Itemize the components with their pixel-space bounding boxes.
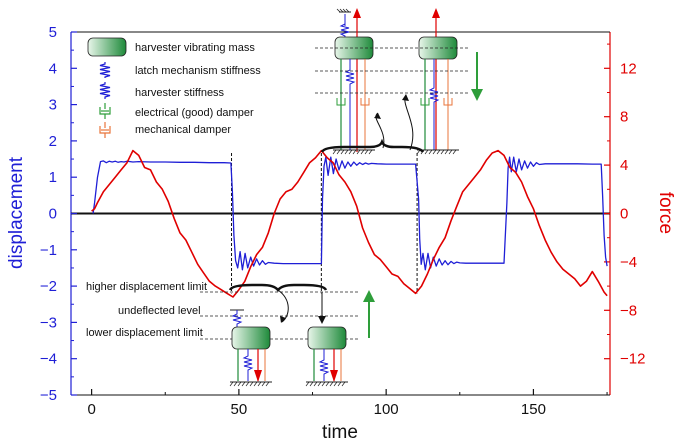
x-tick-label: 100	[374, 401, 399, 418]
bottom-curved-arrow-right-head	[318, 316, 326, 324]
higher-limit-label: higher displacement limit	[86, 281, 207, 293]
x-axis-label: time	[322, 422, 358, 443]
top-curved-arrow-right-head	[402, 94, 409, 101]
y-left-tick-label: −4	[40, 351, 57, 368]
top-curved-arrow-right	[404, 94, 414, 151]
legend-electrical-damper-icon	[99, 103, 111, 119]
y-right-tick-label: 4	[620, 157, 628, 174]
y-axis-right-label: force	[655, 192, 676, 234]
y-left-tick-label: −1	[40, 242, 57, 259]
x-tick-label: 0	[87, 401, 95, 418]
bottom-bracket	[228, 283, 328, 292]
legend-latch-label: latch mechanism stiffness	[135, 65, 261, 77]
legend-mass-label: harvester vibrating mass	[135, 42, 255, 54]
bottom-curved-arrow-left	[277, 289, 289, 323]
down-arrow-icon	[471, 52, 483, 101]
y-right-tick-label: −8	[620, 302, 637, 319]
legend-mass-swatch	[87, 37, 127, 57]
top-schematic-right	[416, 8, 459, 155]
up-arrow-icon	[363, 290, 375, 338]
top-level-dashed-lines	[315, 47, 470, 94]
x-tick-label: 150	[521, 401, 546, 418]
y-right-tick-label: 0	[620, 206, 628, 223]
legend-electrical-damper-label: electrical (good) damper	[135, 107, 254, 119]
y-left-tick-label: 5	[49, 24, 57, 41]
y-right-tick-label: −12	[620, 351, 645, 368]
bottom-schematic-left	[229, 309, 272, 387]
top-bracket	[320, 138, 425, 153]
y-left-tick-label: 1	[49, 169, 57, 186]
y-left-tick-label: 0	[49, 206, 57, 223]
legend-mechanical-damper-icon	[99, 122, 111, 138]
lower-limit-label: lower displacement limit	[86, 327, 203, 339]
legend-stiffness-label: harvester stiffness	[135, 87, 225, 99]
legend-latch-spring-icon	[99, 62, 111, 78]
undeflected-label: undeflected level	[118, 305, 201, 317]
top-curved-arrow-left	[375, 112, 385, 149]
x-tick-label: 50	[231, 401, 248, 418]
legend: harvester vibrating mass latch mechanism…	[87, 37, 261, 138]
y-right-tick-label: 12	[620, 60, 637, 77]
y-left-tick-label: 4	[49, 60, 57, 77]
bottom-curved-arrow-left-head	[280, 316, 286, 323]
y-left-tick-label: 2	[49, 133, 57, 150]
force-line	[91, 149, 608, 298]
top-schematic-left	[332, 8, 375, 155]
y-right-tick-label: −4	[620, 254, 637, 271]
legend-stiffness-spring-icon	[99, 82, 111, 99]
top-curved-arrow-left-head	[374, 113, 381, 119]
displacement-line	[92, 156, 608, 271]
y-left-tick-label: −2	[40, 278, 57, 295]
y-left-tick-label: 3	[49, 97, 57, 114]
legend-mechanical-damper-label: mechanical damper	[135, 124, 231, 136]
y-axis-left-label: displacement	[6, 156, 27, 269]
y-right-tick-label: 8	[620, 109, 628, 126]
y-left-tick-label: −3	[40, 314, 57, 331]
bottom-schematic-right	[305, 326, 348, 387]
y-left-tick-label: −5	[40, 387, 57, 404]
